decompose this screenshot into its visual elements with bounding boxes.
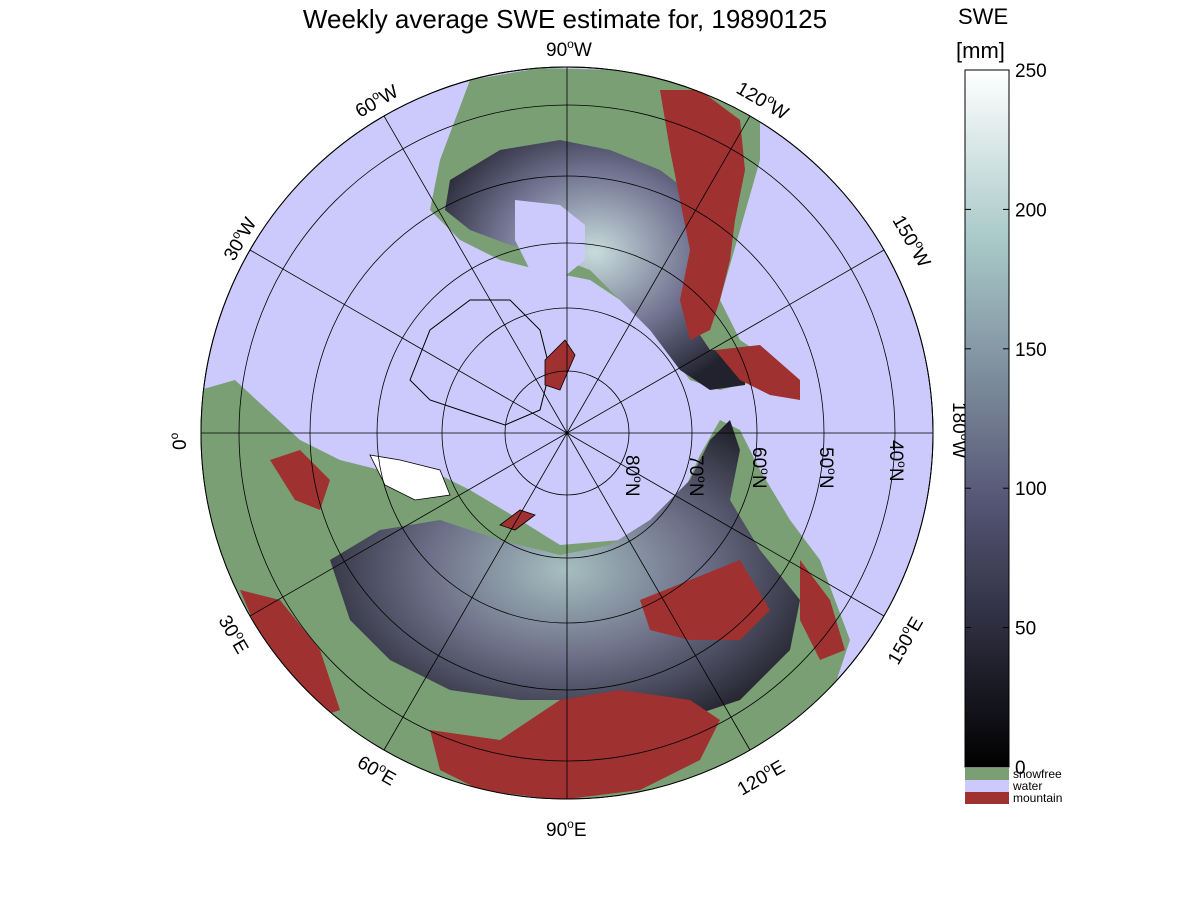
lon-label-180w: 180oW (948, 402, 972, 458)
lat-label-40n: 40oN (885, 440, 909, 482)
legend-label-mountain: mountain (1013, 791, 1062, 805)
kamchatka-mountains (800, 560, 845, 660)
latitude-labels: 80oN 70oN 60oN 50oN 40oN (621, 440, 909, 497)
colorbar-tick-label: 0 (1015, 758, 1026, 779)
meridian-150e (566, 432, 885, 617)
colorbar-title-unit: [mm] (956, 38, 1005, 63)
meridian-120e (566, 432, 751, 751)
alps-mountains (240, 590, 340, 720)
land-layer (201, 68, 850, 799)
hudson-bay (515, 200, 585, 280)
lon-label-30e: 30oE (214, 611, 255, 658)
colorbar-ticks: 0 50 100 150 200 250 (965, 61, 1047, 779)
legend-swatch-mountain (965, 792, 1009, 804)
colorbar-tick-label: 150 (1015, 340, 1047, 361)
east-siberia-mountains (640, 560, 770, 640)
legend-swatch-water (965, 780, 1009, 792)
scandinavia-peninsula (369, 454, 451, 501)
meridian-120w (566, 115, 751, 434)
lat-label-50n: 50oN (815, 447, 839, 489)
legend-label-snowfree: snowfree (1013, 767, 1062, 781)
lat-label-60n: 60oN (748, 447, 772, 489)
ellesmere-island (544, 339, 576, 391)
lon-label-90w: 90oW (546, 37, 592, 61)
eurasia-snow-field (330, 420, 800, 720)
colorbar-title-swe: SWE (958, 4, 1009, 29)
lon-label-150e: 150oE (882, 612, 928, 668)
lon-label-0: 0o (167, 432, 191, 450)
colorbar-tick-label: 250 (1015, 61, 1047, 82)
novaya-zemlya (499, 509, 536, 531)
map-frame (200, 66, 934, 800)
lon-label-90e: 90oE (546, 817, 587, 841)
colorbar-gradient (964, 69, 1010, 768)
legend-label-water: water (1012, 779, 1042, 793)
lat-label-80n: 80oN (621, 455, 645, 497)
scandinavia-mountains (270, 450, 330, 510)
meridian-lines (201, 67, 933, 799)
lat-label-70n: 70oN (685, 455, 709, 497)
meridian-60e (383, 432, 568, 751)
colorbar-tick-label: 100 (1015, 479, 1047, 500)
legend-swatch-snowfree (965, 768, 1009, 780)
lon-label-120e: 120oE (733, 754, 789, 800)
meridian-150w (566, 249, 885, 434)
colorbar-tick-label: 200 (1015, 200, 1047, 221)
meridian-30w (249, 249, 568, 434)
lon-label-150w: 150oW (888, 211, 937, 272)
colorbar-tick-label: 50 (1015, 619, 1036, 640)
central-asia-mountains (430, 690, 720, 799)
alaska-mountains (715, 345, 800, 400)
map-title: Weekly average SWE estimate for, 1989012… (302, 4, 828, 34)
meridian-30e (249, 432, 568, 617)
meridian-60w (383, 115, 568, 434)
